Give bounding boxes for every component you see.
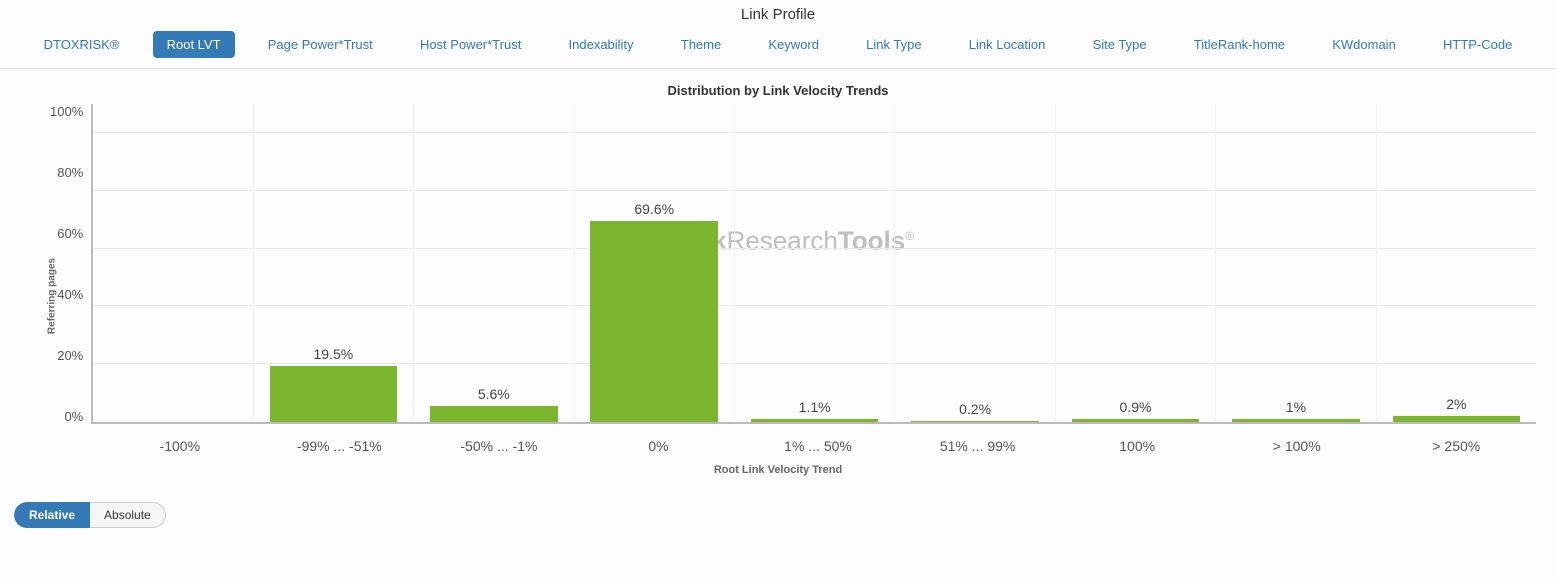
y-tick: 20% bbox=[57, 348, 83, 363]
tab-site-type[interactable]: Site Type bbox=[1079, 31, 1161, 58]
bar-column: 1.1% bbox=[735, 104, 895, 422]
tab-bar: DTOXRISK® Root LVT Page Power*Trust Host Po… bbox=[0, 25, 1556, 69]
bar-value-label: 69.6% bbox=[634, 201, 674, 221]
bar-column: 0.2% bbox=[895, 104, 1055, 422]
tab-page-power-trust[interactable]: Page Power*Trust bbox=[254, 31, 387, 58]
section-title: Link Profile bbox=[0, 0, 1556, 25]
bar[interactable]: 1% bbox=[1232, 419, 1360, 422]
bar-value-label: 0.2% bbox=[959, 401, 991, 421]
x-tick: 100% bbox=[1057, 424, 1217, 454]
bar-column: 19.5% bbox=[254, 104, 414, 422]
x-axis: -100%-99% ... -51%-50% ... -1%0%1% ... 5… bbox=[100, 424, 1536, 454]
bar[interactable]: 0.2% bbox=[911, 421, 1039, 422]
y-tick: 40% bbox=[57, 287, 83, 302]
bar-value-label: 19.5% bbox=[314, 346, 354, 366]
y-tick: 0% bbox=[64, 409, 83, 424]
x-axis-label: Root Link Velocity Trend bbox=[20, 454, 1536, 488]
bar-value-label: 5.6% bbox=[478, 386, 510, 406]
tab-http-code[interactable]: HTTP-Code bbox=[1429, 31, 1526, 58]
y-tick: 100% bbox=[50, 104, 83, 119]
bar[interactable]: 1.1% bbox=[751, 419, 879, 422]
tab-kwdomain[interactable]: KWdomain bbox=[1318, 31, 1410, 58]
tab-dtoxrisk-[interactable]: DTOXRISK® bbox=[30, 31, 134, 58]
bar-column: 5.6% bbox=[414, 104, 574, 422]
toggle-relative[interactable]: Relative bbox=[14, 502, 90, 528]
bar-column: 1% bbox=[1216, 104, 1376, 422]
chart-plot-area: .::LinkResearchTools® 19.5%5.6%69.6%1.1%… bbox=[91, 104, 1536, 424]
y-tick: 60% bbox=[57, 226, 83, 241]
tab-root-lvt[interactable]: Root LVT bbox=[153, 31, 235, 58]
bar-column bbox=[93, 104, 253, 422]
tab-theme[interactable]: Theme bbox=[667, 31, 735, 58]
bar-column: 2% bbox=[1377, 104, 1536, 422]
x-tick: -100% bbox=[100, 424, 260, 454]
tab-keyword[interactable]: Keyword bbox=[754, 31, 833, 58]
x-tick: -50% ... -1% bbox=[419, 424, 579, 454]
tab-host-power-trust[interactable]: Host Power*Trust bbox=[406, 31, 535, 58]
y-tick: 80% bbox=[57, 165, 83, 180]
x-tick: -99% ... -51% bbox=[260, 424, 420, 454]
x-tick: 51% ... 99% bbox=[898, 424, 1058, 454]
chart-container: Referring pages 100%80%60%40%20%0% .::Li… bbox=[20, 104, 1536, 488]
bar-column: 69.6% bbox=[575, 104, 735, 422]
x-tick: 1% ... 50% bbox=[738, 424, 898, 454]
x-tick: > 250% bbox=[1377, 424, 1537, 454]
toggle-absolute[interactable]: Absolute bbox=[90, 502, 166, 528]
chart-title: Distribution by Link Velocity Trends bbox=[0, 69, 1556, 104]
bar-value-label: 1% bbox=[1286, 399, 1306, 419]
tab-indexability[interactable]: Indexability bbox=[555, 31, 648, 58]
bar[interactable]: 19.5% bbox=[270, 366, 398, 422]
bar[interactable]: 0.9% bbox=[1072, 419, 1200, 422]
tab-titlerank-home[interactable]: TitleRank-home bbox=[1180, 31, 1299, 58]
bar[interactable]: 5.6% bbox=[430, 406, 558, 422]
bar-column: 0.9% bbox=[1056, 104, 1216, 422]
bar[interactable]: 2% bbox=[1393, 416, 1521, 422]
bar-value-label: 0.9% bbox=[1120, 399, 1152, 419]
bar-value-label: 2% bbox=[1446, 396, 1466, 416]
bar-value-label: 1.1% bbox=[799, 399, 831, 419]
y-axis-label: Referring pages bbox=[47, 258, 58, 334]
x-tick: 0% bbox=[579, 424, 739, 454]
bar[interactable]: 69.6% bbox=[590, 221, 718, 422]
x-tick: > 100% bbox=[1217, 424, 1377, 454]
tab-link-type[interactable]: Link Type bbox=[852, 31, 935, 58]
tab-link-location[interactable]: Link Location bbox=[955, 31, 1060, 58]
toggle-row: RelativeAbsolute bbox=[0, 494, 1556, 542]
mode-toggle: RelativeAbsolute bbox=[14, 502, 166, 528]
